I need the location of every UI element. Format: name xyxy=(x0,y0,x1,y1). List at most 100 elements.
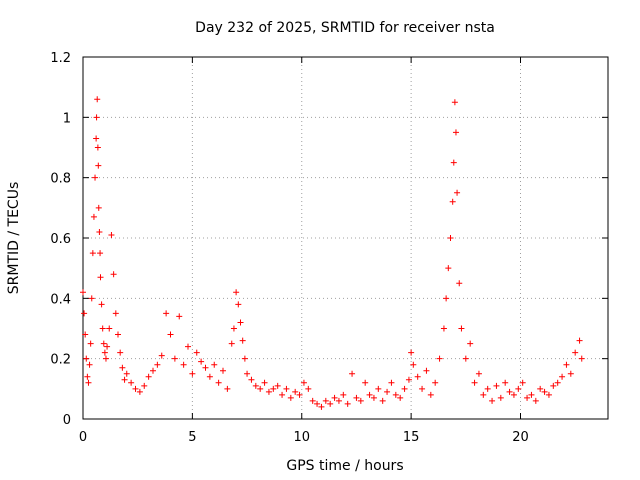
data-point xyxy=(454,189,461,196)
data-point xyxy=(327,400,334,407)
y-tick-label: 1.2 xyxy=(50,51,71,66)
data-point xyxy=(81,310,88,317)
y-tick-label: 0 xyxy=(63,413,71,428)
data-point xyxy=(300,379,307,386)
data-point xyxy=(414,373,421,380)
data-point xyxy=(83,355,90,362)
y-tick-label: 0.2 xyxy=(50,353,71,368)
data-point xyxy=(515,385,522,392)
data-point xyxy=(270,385,277,392)
data-point xyxy=(121,376,128,383)
data-point xyxy=(335,397,342,404)
data-point xyxy=(445,265,452,272)
data-point xyxy=(497,394,504,401)
data-point xyxy=(90,213,97,220)
data-point xyxy=(171,355,178,362)
data-point xyxy=(154,361,161,368)
data-point xyxy=(239,337,246,344)
data-point xyxy=(88,295,95,302)
data-point xyxy=(563,361,570,368)
y-tick-label: 0.4 xyxy=(50,292,71,307)
data-point xyxy=(252,382,259,389)
data-point xyxy=(84,373,91,380)
y-tick-label: 0.8 xyxy=(50,172,71,187)
y-axis-title: SRMTID / TECUs xyxy=(6,182,22,295)
data-point xyxy=(467,340,474,347)
data-point xyxy=(115,331,121,338)
data-point xyxy=(102,355,109,362)
data-point xyxy=(163,310,170,317)
data-point xyxy=(215,379,222,386)
data-point xyxy=(559,373,566,380)
data-point xyxy=(528,391,535,398)
data-point xyxy=(98,301,105,308)
data-point xyxy=(206,373,213,380)
data-point xyxy=(572,349,579,356)
data-point xyxy=(344,400,351,407)
data-point xyxy=(292,388,299,395)
data-point xyxy=(524,394,531,401)
data-point xyxy=(357,397,364,404)
data-point xyxy=(427,391,434,398)
axis-ticks xyxy=(82,56,608,420)
data-point xyxy=(237,319,244,326)
data-point xyxy=(506,388,513,395)
data-point xyxy=(230,325,237,332)
data-point xyxy=(198,358,205,365)
x-tick-label: 20 xyxy=(512,430,529,445)
data-point xyxy=(541,388,548,395)
data-point xyxy=(519,379,526,386)
data-point xyxy=(119,364,126,371)
data-point xyxy=(136,388,143,395)
data-point xyxy=(450,159,457,166)
data-point xyxy=(95,204,102,211)
data-point xyxy=(545,391,552,398)
data-point xyxy=(176,313,183,320)
data-point xyxy=(244,370,251,377)
data-point xyxy=(261,379,268,386)
y-tick-label: 1 xyxy=(63,111,71,126)
x-tick-label: 10 xyxy=(293,430,310,445)
data-point xyxy=(85,379,92,386)
data-point xyxy=(362,379,369,386)
data-point xyxy=(370,394,377,401)
data-point xyxy=(228,340,235,347)
data-point xyxy=(185,343,191,350)
data-point xyxy=(241,355,248,362)
grid-lines xyxy=(83,57,608,419)
data-point xyxy=(101,349,108,356)
data-point xyxy=(432,379,439,386)
data-point xyxy=(384,388,391,395)
data-point xyxy=(86,361,93,368)
data-point xyxy=(97,250,104,257)
data-point xyxy=(220,367,226,374)
data-point xyxy=(493,382,500,389)
x-tick-label: 5 xyxy=(188,430,196,445)
data-point xyxy=(96,228,103,235)
y-tick-label: 0.6 xyxy=(50,232,71,247)
data-point xyxy=(296,391,303,398)
data-point xyxy=(106,325,113,332)
data-point xyxy=(224,385,231,392)
data-point xyxy=(458,325,465,332)
data-point xyxy=(484,385,491,392)
data-point xyxy=(349,370,356,377)
data-point xyxy=(92,174,99,181)
x-axis-title: GPS time / hours xyxy=(286,458,403,474)
data-point xyxy=(537,385,544,392)
data-points xyxy=(80,96,585,410)
data-point xyxy=(443,295,450,302)
data-point xyxy=(578,355,585,362)
data-point xyxy=(128,379,135,386)
data-point xyxy=(287,394,294,401)
data-point xyxy=(89,250,96,257)
data-point xyxy=(388,379,395,386)
data-point xyxy=(104,343,111,350)
data-point xyxy=(353,394,360,401)
data-point xyxy=(80,289,86,296)
data-point xyxy=(440,325,447,332)
data-point xyxy=(471,379,478,386)
data-point xyxy=(401,385,408,392)
data-point xyxy=(405,376,412,383)
data-point xyxy=(489,397,496,404)
